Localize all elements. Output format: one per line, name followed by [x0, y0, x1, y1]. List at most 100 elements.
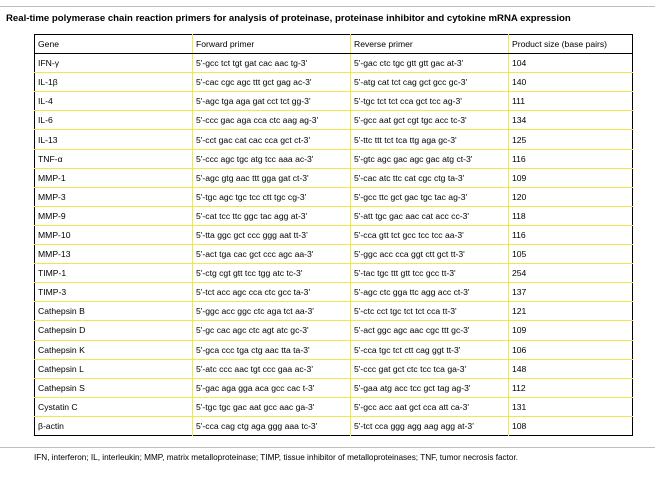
- forward-primer-cell: 5'-tgc agc tgc tcc ctt tgc cg-3': [192, 187, 351, 207]
- table-caption: Real-time polymerase chain reaction prim…: [6, 13, 571, 24]
- forward-primer-cell: 5'-gc cac agc ctc agt atc gc-3': [192, 320, 351, 341]
- reverse-primer-cell: 5'-ggc acc cca ggt ctt gct tt-3': [350, 244, 509, 265]
- forward-primer-cell: 5'-cat tcc ttc ggc tac agg at-3': [192, 206, 351, 226]
- reverse-primer-cell: 5'-agc ctc gga ttc agg acc ct-3': [350, 282, 509, 303]
- gene-cell: IFN-γ: [34, 53, 193, 74]
- table-row: Cathepsin D 5'-gc cac agc ctc agt atc gc-…: [34, 320, 633, 341]
- forward-primer-cell: 5'-tgc tgc gac aat gcc aac ga-3': [192, 397, 351, 417]
- gene-cell: Cathepsin B: [34, 301, 193, 322]
- table-row: Cathepsin K 5'-gca ccc tga ctg aac tta ta…: [34, 340, 633, 360]
- table-row: IL-13 5'-cct gac cat cac cca gct ct-3' 5'-…: [34, 129, 633, 150]
- gene-cell: TIMP-3: [34, 282, 193, 303]
- gene-cell: MMP-13: [34, 244, 193, 265]
- forward-primer-cell: 5'-cca cag ctg aga ggg aaa tc-3': [192, 416, 351, 436]
- forward-primer-cell: 5'-gcc tct tgt gat cac aac tg-3': [192, 53, 351, 74]
- table-row: Cathepsin B 5'-ggc acc ggc ctc aga tct aa…: [34, 301, 633, 322]
- table-row: IFN-γ 5'-gcc tct tgt gat cac aac tg-3' 5'-…: [34, 53, 633, 74]
- table-row: MMP-10 5'-tta ggc gct ccc ggg aat tt-3' 5'…: [34, 225, 633, 246]
- gene-cell: Cathepsin D: [34, 320, 193, 341]
- product-size-cell: 125: [508, 129, 633, 150]
- product-size-cell: 111: [508, 91, 633, 112]
- product-size-cell: 112: [508, 378, 633, 398]
- reverse-primer-cell: 5'-ctc cct tgc tct tct cca tt-3': [350, 301, 509, 322]
- reverse-primer-cell: 5'-tgc tct tct cca gct tcc ag-3': [350, 91, 509, 112]
- forward-primer-cell: 5'-atc ccc aac tgt ccc gaa ac-3': [192, 359, 351, 379]
- table-row: MMP-3 5'-tgc agc tgc tcc ctt tgc cg-3' 5'-…: [34, 187, 633, 207]
- reverse-primer-cell: 5'-gcc acc aat gct cca att ca-3': [350, 397, 509, 417]
- product-size-cell: 131: [508, 397, 633, 417]
- forward-primer-cell: 5'-ggc acc ggc ctc aga tct aa-3': [192, 301, 351, 322]
- product-size-cell: 254: [508, 263, 633, 284]
- product-size-cell: 120: [508, 187, 633, 207]
- forward-primer-cell: 5'-agc gtg aac ttt gga gat ct-3': [192, 168, 351, 188]
- table-row: IL-6 5'-ccc gac aga cca ctc aag ag-3' 5'-g…: [34, 110, 633, 131]
- header-reverse-primer: Reverse primer: [350, 34, 509, 55]
- gene-cell: Cathepsin K: [34, 340, 193, 360]
- product-size-cell: 148: [508, 359, 633, 379]
- reverse-primer-cell: 5'-cca gtt tct gcc tcc tcc aa-3': [350, 225, 509, 246]
- gene-cell: IL-1β: [34, 72, 193, 93]
- gene-cell: β-actin: [38, 420, 64, 431]
- gene-cell: IL-13: [34, 129, 193, 150]
- product-size-cell: 134: [508, 110, 633, 131]
- reverse-primer-cell: 5'-gtc agc gac agc gac atg ct-3': [350, 149, 509, 169]
- table-row: TIMP-1 5'-ctg cgt gtt tcc tgg atc tc-3' 5'…: [34, 263, 633, 284]
- header-product-size: Product size (base pairs): [508, 34, 633, 55]
- forward-primer-cell: 5'-ccc agc tgc atg tcc aaa ac-3': [192, 149, 351, 169]
- forward-primer-cell: 5'-cct gac cat cac cca gct ct-3': [192, 129, 351, 150]
- gene-cell: Cystatin C: [34, 397, 193, 417]
- reverse-primer-cell: 5'-gcc ttc gct gac tgc tac ag-3': [350, 187, 509, 207]
- gene-cell: MMP-3: [34, 187, 193, 207]
- forward-primer-cell: 5'-tta ggc gct ccc ggg aat tt-3': [192, 225, 351, 246]
- reverse-primer-cell: 5'-tac tgc ttt gtt tcc gcc tt-3': [350, 263, 509, 284]
- table-header: Gene Forward primer Reverse primer Produ…: [34, 34, 633, 55]
- reverse-primer-cell: 5'-cca tgc tct ctt cag ggt tt-3': [350, 340, 509, 360]
- product-size-cell: 108: [508, 416, 633, 436]
- gene-cell: MMP-10: [34, 225, 193, 246]
- table-row: Cathepsin L 5'-atc ccc aac tgt ccc gaa ac…: [34, 359, 633, 379]
- product-size-cell: 104: [508, 53, 633, 74]
- product-size-cell: 105: [508, 244, 633, 265]
- forward-primer-cell: 5'-gac aga gga aca gcc cac t-3': [192, 378, 351, 398]
- reverse-primer-cell: 5'-gaa atg acc tcc gct tag ag-3': [350, 378, 509, 398]
- forward-primer-cell: 5'-agc tga aga gat cct tct gg-3': [192, 91, 351, 112]
- gene-cell: IL-6: [34, 110, 193, 131]
- table-row: MMP-9 5'-cat tcc ttc ggc tac agg at-3' 5'-…: [34, 206, 633, 226]
- product-size-cell: 109: [508, 320, 633, 341]
- table-row: IL-4 5'-agc tga aga gat cct tct gg-3' 5'-t…: [34, 91, 633, 112]
- bottom-rule: [0, 447, 655, 448]
- table-row: Cystatin C 5'-tgc tgc gac aat gcc aac ga-…: [34, 397, 633, 417]
- table-footnote: IFN, interferon; IL, interleukin; MMP, m…: [34, 453, 519, 462]
- reverse-primer-cell: 5'-gcc aat gct cgt tgc acc tc-3': [350, 110, 509, 131]
- reverse-primer-cell: 5'-atg cat tct cag gct gcc gc-3': [350, 72, 509, 93]
- reverse-primer-cell: 5'-act ggc agc aac cgc ttt gc-3': [350, 320, 509, 341]
- reverse-primer-cell: 5'-tct cca ggg agg aag agg at-3': [350, 416, 509, 436]
- gene-cell: Cathepsin L: [34, 359, 193, 379]
- forward-primer-cell: 5'-gca ccc tga ctg aac tta ta-3': [192, 340, 351, 360]
- gene-cell: IL-4: [34, 91, 193, 112]
- forward-primer-cell: 5'-cac cgc agc ttt gct gag ac-3': [192, 72, 351, 93]
- product-size-cell: 118: [508, 206, 633, 226]
- reverse-primer-cell: 5'-att tgc gac aac cat acc cc-3': [350, 206, 509, 226]
- table-row: MMP-13 5'-act tga cac gct ccc agc aa-3' 5'…: [34, 244, 633, 265]
- forward-primer-cell: 5'-act tga cac gct ccc agc aa-3': [192, 244, 351, 265]
- product-size-cell: 137: [508, 282, 633, 303]
- reverse-primer-cell: 5'-gac ctc tgc gtt gtt gac at-3': [350, 53, 509, 74]
- reverse-primer-cell: 5'-ccc gat gct ctc tcc tca ga-3': [350, 359, 509, 379]
- table-body: IFN-γ 5'-gcc tct tgt gat cac aac tg-3' 5'-…: [34, 53, 633, 436]
- table-row: TNF-α 5'-ccc agc tgc atg tcc aaa ac-3' 5'-…: [34, 149, 633, 169]
- gene-cell: Cathepsin S: [34, 378, 193, 398]
- reverse-primer-cell: 5'-cac atc ttc cat cgc ctg ta-3': [350, 168, 509, 188]
- table-row: β-actin 5'-cca cag ctg aga ggg aaa tc-3' 5…: [35, 416, 633, 436]
- header-row: Gene Forward primer Reverse primer Produ…: [34, 34, 633, 55]
- primer-table: Gene Forward primer Reverse primer Produ…: [34, 34, 633, 436]
- table-row: MMP-1 5'-agc gtg aac ttt gga gat ct-3' 5'-…: [34, 168, 633, 188]
- forward-primer-cell: 5'-tct acc agc cca ctc gcc ta-3': [192, 282, 351, 303]
- product-size-cell: 106: [508, 340, 633, 360]
- reverse-primer-cell: 5'-ttc ttt tct tca ttg aga gc-3': [350, 129, 509, 150]
- table-row: IL-1β 5'-cac cgc agc ttt gct gag ac-3' 5'-…: [34, 72, 633, 93]
- header-forward-primer: Forward primer: [192, 34, 351, 55]
- product-size-cell: 116: [508, 149, 633, 169]
- product-size-cell: 116: [508, 225, 633, 246]
- gene-cell: MMP-1: [34, 168, 193, 188]
